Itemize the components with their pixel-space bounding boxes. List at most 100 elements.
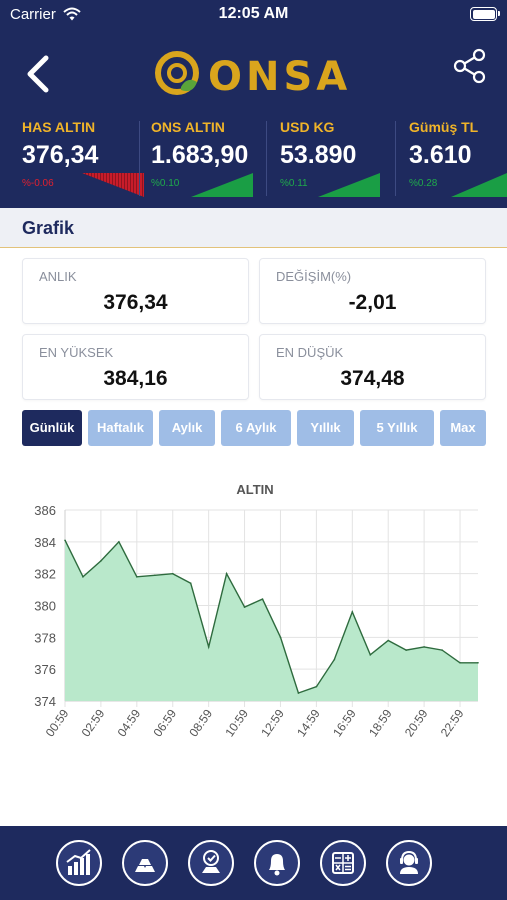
series-area <box>65 540 478 701</box>
stat-label: EN DÜŞÜK <box>276 345 344 360</box>
x-tick-label: 10:59 <box>222 706 251 739</box>
data-point <box>315 685 318 688</box>
ticker-price: 3.610 <box>409 141 472 169</box>
stat-label: ANLIK <box>39 269 77 284</box>
ticker-name: Gümüş TL <box>409 119 479 135</box>
section-title: Grafik <box>22 218 75 238</box>
period-button-yillik[interactable]: Yıllık <box>297 410 354 446</box>
ticker-name: USD KG <box>280 119 335 135</box>
ticker-divider <box>139 121 140 196</box>
onsa-logo: ONSA <box>153 48 363 103</box>
ticker-gumus-tl[interactable]: Gümüş TL 3.610 %0.28 <box>409 115 507 200</box>
ticker-price: 1.683,90 <box>151 141 249 169</box>
period-button-6-aylik[interactable]: 6 Aylık <box>221 410 291 446</box>
y-tick-label: 376 <box>34 662 56 677</box>
premium-icon[interactable] <box>188 840 234 886</box>
data-point <box>82 576 84 578</box>
ticker-change: %0.28 <box>409 178 438 189</box>
stat-card-degisim: DEĞİŞİM(%) -2,01 <box>259 258 486 324</box>
ticker-name: ONS ALTIN <box>151 119 225 135</box>
x-tick-label: 16:59 <box>330 706 359 739</box>
app-header: Carrier 12:05 AM ONSA HAS ALTIN 376,34 %… <box>0 0 507 208</box>
x-tick-label: 22:59 <box>438 706 467 739</box>
ticker-price: 376,34 <box>22 141 99 169</box>
ticker-change: %0.10 <box>151 178 180 189</box>
period-button-aylik[interactable]: Aylık <box>159 410 215 446</box>
y-tick-label: 378 <box>34 630 56 645</box>
stat-value: 374,48 <box>340 367 405 390</box>
x-tick-label: 14:59 <box>294 706 323 739</box>
y-tick-label: 380 <box>34 599 56 614</box>
data-point <box>405 649 407 651</box>
stat-value: 384,16 <box>103 367 168 390</box>
x-tick-label: 02:59 <box>79 706 108 739</box>
support-icon[interactable] <box>386 840 432 886</box>
y-tick-label: 386 <box>34 503 56 518</box>
period-button-haftalik[interactable]: Haftalık <box>88 410 153 446</box>
y-tick-label: 382 <box>34 567 56 582</box>
logo-text: ONSA <box>208 54 352 100</box>
data-point <box>441 649 443 651</box>
battery-icon <box>470 7 500 21</box>
ticker-ons-altin[interactable]: ONS ALTIN 1.683,90 %0.10 <box>151 115 263 200</box>
logo-mark-icon <box>155 51 199 95</box>
status-bar: Carrier 12:05 AM <box>0 0 507 28</box>
data-point <box>279 636 282 639</box>
period-button-5-yillik[interactable]: 5 Yıllık <box>360 410 434 446</box>
ticker-price: 53.890 <box>280 141 357 169</box>
data-point <box>387 639 390 642</box>
trend-up-icon <box>318 173 380 197</box>
carrier-label: Carrier <box>10 6 56 23</box>
share-icon[interactable] <box>453 48 487 84</box>
data-point <box>351 611 354 613</box>
stat-label: EN YÜKSEK <box>39 345 114 360</box>
data-point <box>136 576 138 578</box>
trend-up-icon <box>451 173 507 197</box>
wifi-icon <box>63 7 81 21</box>
x-tick-label: 08:59 <box>186 706 215 739</box>
period-button-gunluk[interactable]: Günlük <box>22 410 82 446</box>
ticker-change: %0.11 <box>280 178 308 189</box>
stat-card-anlik: ANLIK 376,34 <box>22 258 249 324</box>
gold-bars-icon[interactable] <box>122 840 168 886</box>
ticker-change: %-0.06 <box>22 178 54 189</box>
period-button-max[interactable]: Max <box>440 410 486 446</box>
back-chevron-icon[interactable] <box>22 52 54 96</box>
data-point <box>153 574 156 577</box>
ticker-strip: HAS ALTIN 376,34 %-0.06 ONS ALTIN 1.683,… <box>0 115 507 200</box>
y-tick-label: 374 <box>34 694 56 709</box>
x-tick-label: 18:59 <box>366 706 395 739</box>
bell-icon[interactable] <box>254 840 300 886</box>
section-header: Grafik <box>0 208 507 248</box>
ticker-usd-kg[interactable]: USD KG 53.890 %0.11 <box>280 115 392 200</box>
x-tick-label: 04:59 <box>115 706 144 739</box>
stat-value: 376,34 <box>103 291 168 314</box>
data-point <box>189 582 192 585</box>
data-point <box>423 646 425 648</box>
stat-value: -2,01 <box>348 291 397 314</box>
ticker-name: HAS ALTIN <box>22 119 96 135</box>
ticker-divider <box>266 121 267 196</box>
status-time: 12:05 AM <box>218 5 289 22</box>
chart-icon[interactable] <box>56 840 102 886</box>
bottom-tab-bar <box>0 826 507 900</box>
data-point <box>118 541 120 543</box>
y-tick-label: 384 <box>34 535 56 550</box>
data-point <box>459 662 461 664</box>
stat-card-en-yuksek: EN YÜKSEK 384,16 <box>22 334 249 400</box>
data-point <box>477 662 479 664</box>
stat-card-en-dusuk: EN DÜŞÜK 374,48 <box>259 334 486 400</box>
trend-up-icon <box>191 173 253 197</box>
ticker-has-altin[interactable]: HAS ALTIN 376,34 %-0.06 <box>22 115 144 200</box>
data-point <box>171 572 174 575</box>
data-point <box>261 598 264 600</box>
data-point <box>243 606 246 608</box>
data-point <box>333 658 336 661</box>
data-point <box>369 654 372 656</box>
data-point <box>64 539 66 542</box>
data-point <box>100 560 102 562</box>
ticker-divider <box>395 121 396 196</box>
calculator-icon[interactable] <box>320 840 366 886</box>
altin-area-chart: ALTIN 374 376 378 380 382 384 386 00:59 02:59 04… <box>34 482 479 739</box>
x-tick-label: 00:59 <box>43 706 72 739</box>
